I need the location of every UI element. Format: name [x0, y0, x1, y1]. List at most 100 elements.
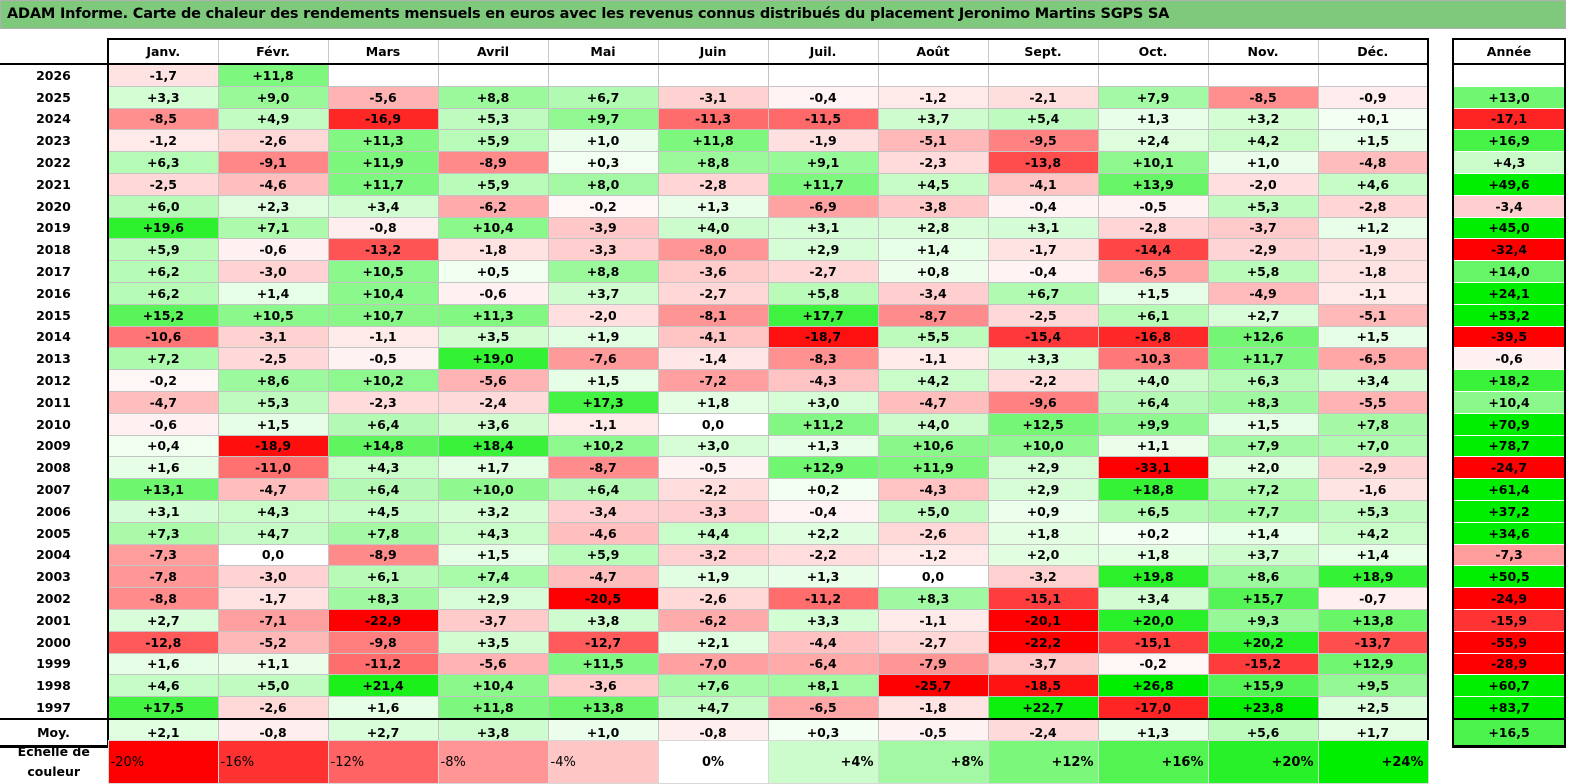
return-cell: +13,1	[107, 478, 219, 501]
annual-row: -55,9	[1452, 631, 1566, 654]
return-cell	[1097, 63, 1209, 87]
return-cell: -33,1	[1097, 456, 1209, 480]
annual-row: +61,4	[1452, 478, 1566, 501]
return-cell: +6,3	[107, 151, 219, 174]
return-cell: -0,7	[1317, 587, 1429, 610]
return-cell: +10,4	[327, 281, 439, 305]
return-cell: +5,9	[437, 172, 549, 196]
return-cell: -4,3	[767, 369, 879, 392]
return-cell: +4,0	[877, 412, 989, 436]
return-cell: +1,5	[1207, 412, 1319, 436]
month-header: Sept.	[987, 38, 1098, 65]
return-cell: -6,2	[657, 608, 769, 632]
report-title: ADAM Informe. Carte de chaleur des rende…	[0, 0, 1566, 29]
return-cell: -7,3	[107, 543, 219, 567]
return-cell: +20,2	[1207, 630, 1319, 654]
return-cell: -6,5	[1317, 347, 1429, 371]
return-cell	[987, 63, 1099, 87]
return-cell: -0,6	[217, 238, 329, 262]
return-cell: +5,0	[877, 499, 989, 523]
return-cell: -2,8	[657, 172, 769, 196]
return-cell: +12,5	[987, 412, 1099, 436]
annual-return-cell: +16,9	[1452, 129, 1566, 153]
return-cell: +18,8	[1097, 478, 1209, 501]
table-row: 2025 +3,3 +9,0 -5,6 +8,8 +6,7 -3,1 -0,4 -1,2 -2,1…	[0, 85, 1429, 109]
return-cell: +10,5	[217, 303, 329, 327]
return-cell: -7,1	[217, 608, 329, 632]
return-cell: +5,3	[1207, 194, 1319, 218]
annual-return-cell: +4,3	[1452, 151, 1566, 174]
return-cell: +2,0	[987, 543, 1099, 567]
return-cell: +0,5	[437, 260, 549, 283]
return-cell: +5,3	[1317, 499, 1429, 523]
return-cell: +11,7	[327, 172, 439, 196]
table-row: 2009 +0,4 -18,9 +14,8 +18,4 +10,2 +3,0 +1,3 +10,…	[0, 434, 1429, 458]
annual-return-cell: -0,6	[1452, 347, 1566, 371]
return-cell: -15,1	[1097, 630, 1209, 654]
return-cell: +11,8	[437, 696, 549, 720]
return-cell: -11,2	[767, 587, 879, 610]
month-header: Mai	[547, 38, 658, 65]
table-row: 2023 -1,2 -2,6 +11,3 +5,9 +1,0 +11,8 -1,9 -5,1 -9…	[0, 129, 1429, 153]
annual-return-cell: +37,2	[1452, 500, 1566, 523]
return-cell: -2,2	[987, 369, 1099, 392]
return-cell: +3,1	[987, 216, 1099, 240]
return-cell: -0,9	[1317, 85, 1429, 109]
return-cell: -13,8	[987, 151, 1099, 174]
return-cell: +3,0	[657, 434, 769, 458]
table-row: 2021 -2,5 -4,6 +11,7 +5,9 +8,0 -2,8 +11,7 +4,5 -4…	[0, 172, 1429, 196]
return-cell: +18,9	[1317, 565, 1429, 589]
return-cell: -15,2	[1207, 652, 1319, 676]
return-cell: +2,4	[1097, 129, 1209, 153]
return-cell: +1,4	[1317, 543, 1429, 567]
return-cell: -8,8	[107, 587, 219, 610]
return-cell: +3,0	[767, 390, 879, 414]
year-label: 2002	[0, 587, 109, 610]
return-cell: -4,7	[547, 565, 659, 589]
return-cell: +9,3	[1207, 608, 1319, 632]
color-scale-step: -20%	[107, 740, 219, 784]
return-cell: -2,7	[877, 630, 989, 654]
return-cell: -4,7	[877, 390, 989, 414]
return-cell: +7,7	[1207, 499, 1319, 523]
return-cell: +4,2	[1207, 129, 1319, 153]
return-cell: -17,0	[1097, 696, 1209, 720]
return-cell: -2,6	[657, 587, 769, 610]
return-cell: +5,9	[107, 238, 219, 262]
return-cell: +11,8	[217, 63, 329, 87]
return-cell: -20,5	[547, 587, 659, 610]
return-cell: +13,8	[1317, 608, 1429, 632]
color-scale-step: -12%	[327, 740, 439, 784]
return-cell: +4,7	[657, 696, 769, 720]
return-cell: -9,6	[987, 390, 1099, 414]
return-cell: -5,1	[1317, 303, 1429, 327]
return-cell: +6,4	[327, 412, 439, 436]
table-row: 1998 +4,6 +5,0 +21,4 +10,4 -3,6 +7,6 +8,1 -25,7-…	[0, 674, 1429, 698]
return-cell: +1,5	[547, 369, 659, 392]
annual-row: -28,9	[1452, 653, 1566, 676]
return-cell: +4,6	[107, 674, 219, 698]
return-cell: +4,2	[877, 369, 989, 392]
return-cell: +1,2	[1317, 216, 1429, 240]
annual-return-cell	[1452, 64, 1566, 87]
return-cell: -4,4	[767, 630, 879, 654]
return-cell: -3,6	[547, 674, 659, 698]
return-cell: +3,6	[437, 412, 549, 436]
annual-return-cell: +16,5	[1452, 717, 1566, 748]
return-cell: 0,0	[877, 565, 989, 589]
return-cell: -3,4	[877, 281, 989, 305]
return-cell: -16,8	[1097, 325, 1209, 349]
return-cell: -7,6	[547, 347, 659, 371]
return-cell: -8,9	[327, 543, 439, 567]
return-cell: -2,0	[547, 303, 659, 327]
annual-return-cell: -55,9	[1452, 631, 1566, 654]
table-row: 1999 +1,6 +1,1 -11,2 -5,6 +11,5 -7,0 -6,4 -7,9 -3…	[0, 652, 1429, 676]
return-cell: -2,5	[217, 347, 329, 371]
annual-row: +83,7	[1452, 696, 1566, 720]
return-cell: +1,8	[1097, 543, 1209, 567]
table-row: 2026 -1,7 +11,8	[0, 63, 1429, 87]
return-cell: -22,2	[987, 630, 1099, 654]
table-row: 2016 +6,2 +1,4 +10,4 -0,6 +3,7 -2,7 +5,8 -3,4 +6,…	[0, 281, 1429, 305]
return-cell: +4,5	[877, 172, 989, 196]
return-cell: +2,9	[767, 238, 879, 262]
